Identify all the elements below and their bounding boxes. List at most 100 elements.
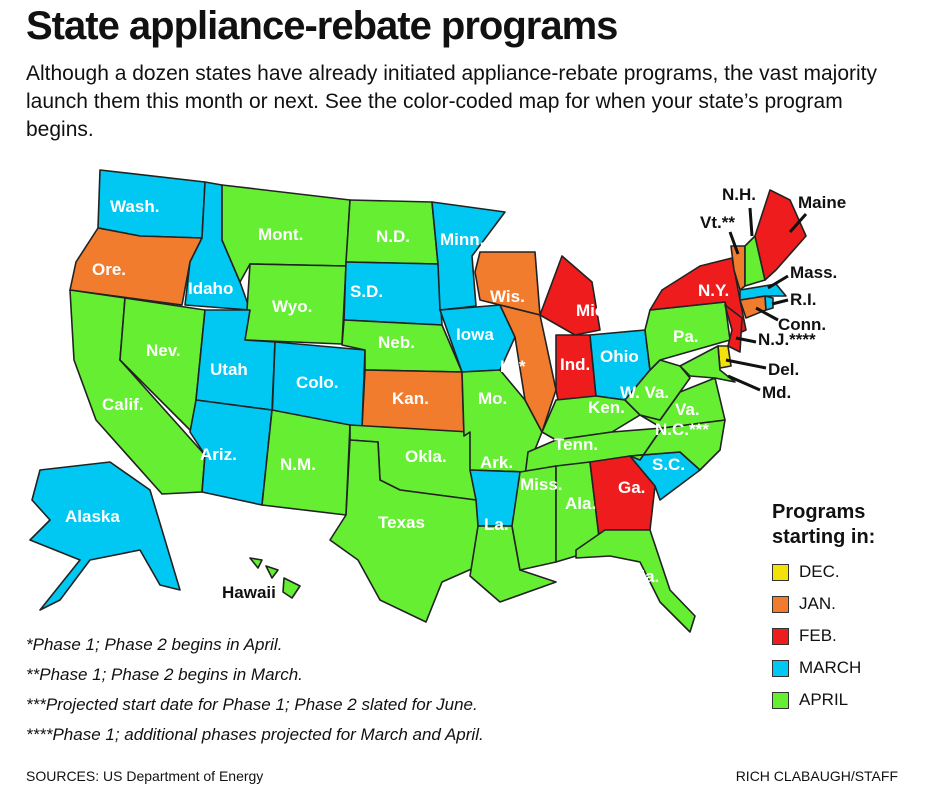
- state-label-wash: Wash.: [110, 197, 159, 216]
- state-label-ken: Ken.: [588, 398, 625, 417]
- state-vt: [730, 245, 746, 291]
- state-n-j: [724, 304, 743, 353]
- state-label-miss: Miss.: [520, 475, 563, 494]
- legend-label: APRIL: [799, 690, 849, 709]
- swatch-march: [772, 659, 789, 677]
- state-label-n-h: N.H.: [722, 185, 756, 204]
- state-label-kan: Kan.: [392, 389, 429, 408]
- legend-label: JAN.: [799, 594, 836, 613]
- state-label-s-d: S.D.: [350, 282, 383, 301]
- state-label-ariz: Ariz.: [200, 445, 237, 464]
- leader-line-vt: [728, 231, 740, 255]
- page-title: State appliance-rebate programs: [26, 4, 618, 48]
- state-label-conn: Conn.: [778, 315, 826, 334]
- leader-line-r-i: [771, 298, 789, 306]
- state-label-mass: Mass.: [790, 263, 837, 282]
- state-label-maine: Maine: [798, 193, 846, 212]
- legend-item-dec: DEC.: [772, 556, 875, 588]
- state-label-n-j: N.J.****: [758, 330, 816, 349]
- legend-title: Programs starting in:: [772, 500, 875, 550]
- footnote: ***Projected start date for Phase 1; Pha…: [26, 695, 478, 714]
- state-label-minn: Minn.: [440, 230, 484, 249]
- state-label-ala: Ala.: [565, 494, 596, 513]
- state-ore: [69, 227, 203, 306]
- legend-title-line2: starting in:: [772, 526, 876, 548]
- state-label-colo: Colo.: [296, 373, 339, 392]
- leader-line-md: [727, 374, 761, 392]
- swatch-april: [772, 691, 789, 709]
- leader-line-del: [725, 358, 767, 370]
- footnote: **Phase 1; Phase 2 begins in March.: [26, 665, 303, 684]
- state-label-ohio: Ohio: [600, 347, 639, 366]
- legend-item-jan: JAN.: [772, 588, 875, 620]
- state-label-mich: Mich.: [576, 301, 619, 320]
- state-label-ark: Ark.: [480, 453, 513, 472]
- state-mich: [539, 255, 601, 336]
- footnote: *Phase 1; Phase 2 begins in April.: [26, 635, 283, 654]
- state-label-texas: Texas: [378, 513, 425, 532]
- state-label-n-m: N.M.: [280, 455, 316, 474]
- state-md: [679, 345, 736, 383]
- leader-line-n-j: [735, 336, 757, 344]
- state-label-ind: Ind.: [560, 355, 590, 374]
- state-fla: [575, 529, 696, 633]
- state-label-n-c: N.C.***: [655, 420, 709, 439]
- state-label-w-va: W. Va.: [620, 383, 669, 402]
- swatch-dec: [772, 563, 789, 581]
- state-label-alaska: Alaska: [65, 507, 120, 526]
- state-label-wis: Wis.: [490, 287, 525, 306]
- state-hawaii: [282, 577, 301, 599]
- state-label-utah: Utah: [210, 360, 248, 379]
- state-label-wyo: Wyo.: [272, 297, 312, 316]
- state-label-okla: Okla.: [405, 447, 447, 466]
- footnote: ****Phase 1; additional phases projected…: [26, 725, 484, 744]
- legend-label: DEC.: [799, 562, 840, 581]
- state-label-ill: Ill.*: [500, 357, 526, 376]
- leader-line-n-h: [748, 207, 754, 237]
- state-label-hawaii: Hawaii: [222, 583, 276, 602]
- state-label-idaho: Idaho: [188, 279, 233, 298]
- state-r-i: [764, 295, 774, 311]
- state-hawaii: [249, 557, 263, 569]
- source: SOURCES: US Department of Energy: [26, 768, 264, 784]
- legend-item-april: APRIL: [772, 684, 875, 716]
- legend: Programs starting in: DEC. JAN. FEB. MAR…: [772, 500, 875, 716]
- state-label-mo: Mo.: [478, 389, 507, 408]
- state-label-ga: Ga.: [618, 478, 645, 497]
- state-label-r-i: R.I.: [790, 290, 816, 309]
- state-label-nev: Nev.: [146, 341, 181, 360]
- state-label-la: La.: [484, 515, 509, 534]
- state-iowa: [439, 304, 516, 373]
- state-label-s-c: S.C.: [652, 455, 685, 474]
- state-label-vt: Vt.**: [700, 213, 735, 232]
- legend-label: MARCH: [799, 658, 862, 677]
- state-alaska: [29, 461, 181, 611]
- state-label-iowa: Iowa: [456, 325, 494, 344]
- state-label-n-y: N.Y.: [698, 281, 729, 300]
- state-label-va: Va.: [675, 400, 700, 419]
- state-label-del: Del.: [768, 360, 799, 379]
- state-label-tenn: Tenn.: [554, 435, 598, 454]
- state-label-mont: Mont.: [258, 225, 303, 244]
- state-maine: [754, 189, 807, 281]
- state-label-fla: Fla.: [630, 567, 659, 586]
- state-label-calif: Calif.: [102, 395, 144, 414]
- leader-line-mass: [767, 274, 789, 290]
- legend-item-march: MARCH: [772, 652, 875, 684]
- state-label-n-d: N.D.: [376, 227, 410, 246]
- state-minn: [431, 201, 506, 311]
- state-label-md: Md.: [762, 383, 791, 402]
- credit: RICH CLABAUGH/STAFF: [735, 768, 898, 784]
- state-hawaii: [265, 565, 279, 579]
- subtitle: Although a dozen states have already ini…: [26, 62, 877, 141]
- state-label-pa: Pa.: [673, 327, 699, 346]
- state-miss: [511, 465, 557, 571]
- leader-line-maine: [788, 213, 808, 233]
- legend-label: FEB.: [799, 626, 837, 645]
- state-label-ore: Ore.: [92, 260, 126, 279]
- legend-item-feb: FEB.: [772, 620, 875, 652]
- footnotes: *Phase 1; Phase 2 begins in April. **Pha…: [26, 630, 484, 750]
- swatch-feb: [772, 627, 789, 645]
- swatch-jan: [772, 595, 789, 613]
